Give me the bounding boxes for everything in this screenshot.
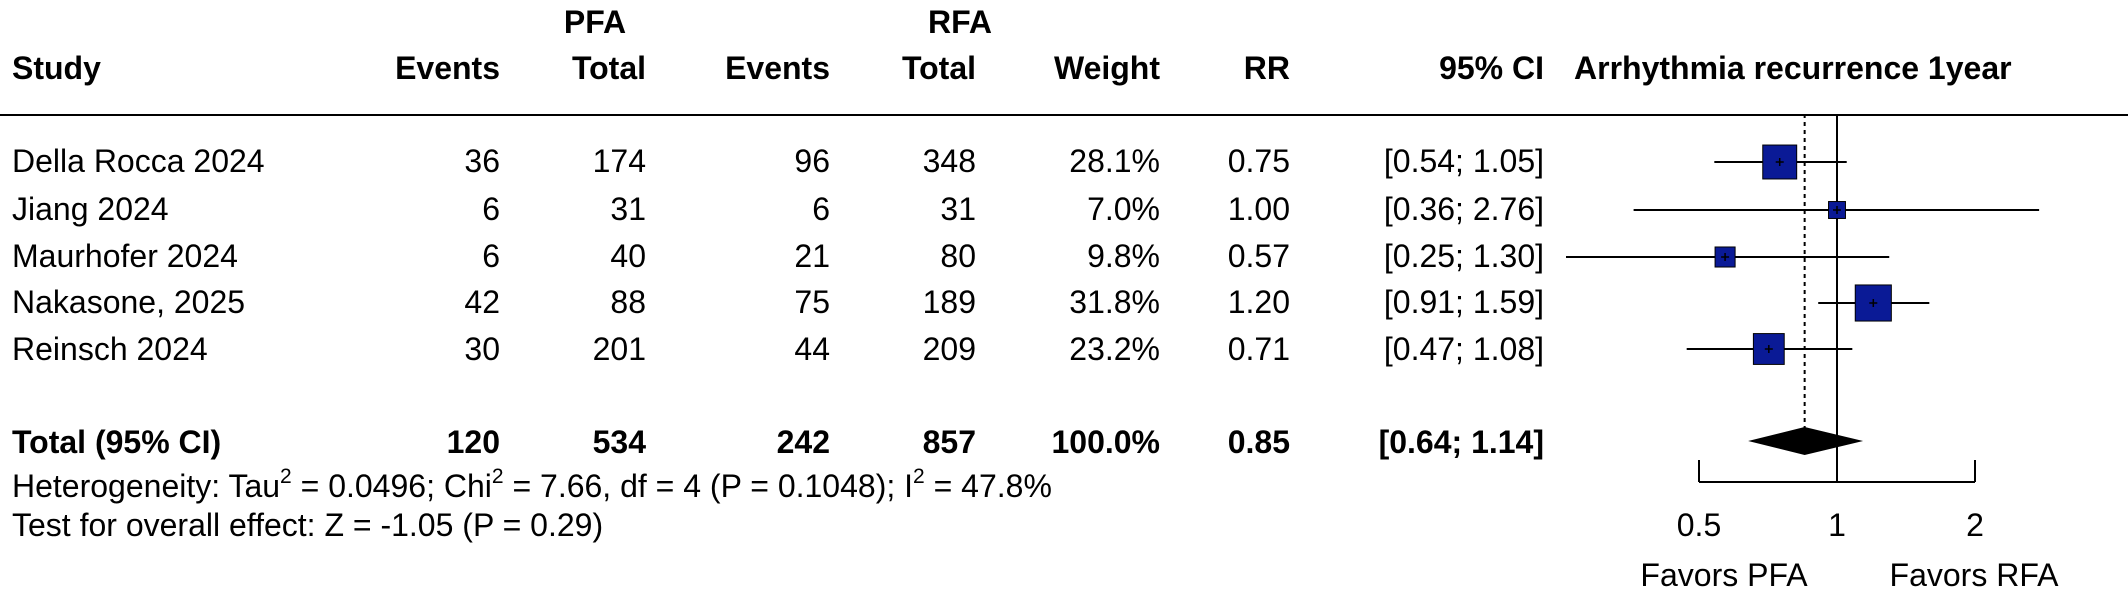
plot-title: Arrhythmia recurrence 1year xyxy=(1574,50,2012,86)
total-pfa-total: 534 xyxy=(592,424,646,460)
pfa-total: 31 xyxy=(610,191,646,227)
weight: 7.0% xyxy=(1087,191,1160,227)
ci-header: 95% CI xyxy=(1439,50,1544,86)
rfa-total: 348 xyxy=(922,143,976,179)
weight: 28.1% xyxy=(1069,143,1160,179)
rfa-events: 75 xyxy=(794,284,830,320)
rr-header: RR xyxy=(1243,50,1290,86)
overall-effect-text: Test for overall effect: Z = -1.05 (P = … xyxy=(12,507,604,543)
study-header: Study xyxy=(12,50,101,86)
study-name: Nakasone, 2025 xyxy=(12,284,246,320)
rfa-total: 31 xyxy=(940,191,976,227)
study-name: Della Rocca 2024 xyxy=(12,143,265,179)
rr: 0.71 xyxy=(1227,331,1290,367)
heterogeneity-text: Heterogeneity: Tau2 = 0.0496; Chi2 = 7.6… xyxy=(12,465,1052,504)
rr: 1.20 xyxy=(1227,284,1290,320)
weight: 23.2% xyxy=(1069,331,1160,367)
pfa-total: 201 xyxy=(592,331,646,367)
rr: 0.57 xyxy=(1227,238,1290,274)
study-name: Jiang 2024 xyxy=(12,191,169,227)
favors-left-label: Favors PFA xyxy=(1640,557,1808,593)
total-pfa-events: 120 xyxy=(446,424,500,460)
total-ci: [0.64; 1.14] xyxy=(1378,424,1544,460)
pfa-events: 30 xyxy=(464,331,500,367)
favors-right-label: Favors RFA xyxy=(1889,557,2059,593)
rfa-events: 21 xyxy=(794,238,830,274)
pfa-total: 40 xyxy=(610,238,646,274)
study-name: Maurhofer 2024 xyxy=(12,238,238,274)
x-axis-tick-label: 1 xyxy=(1828,507,1846,543)
rfa-total: 189 xyxy=(922,284,976,320)
study-name: Reinsch 2024 xyxy=(12,331,208,367)
pfa-events: 36 xyxy=(464,143,500,179)
pfa-events: 42 xyxy=(464,284,500,320)
pfa-events: 6 xyxy=(482,191,500,227)
rfa-events: 44 xyxy=(794,331,830,367)
ci: [0.47; 1.08] xyxy=(1383,331,1544,367)
x-axis-tick-label: 0.5 xyxy=(1677,507,1721,543)
ci: [0.91; 1.59] xyxy=(1383,284,1544,320)
total-rfa-events: 242 xyxy=(776,424,830,460)
weight: 31.8% xyxy=(1069,284,1160,320)
total-rfa-total: 857 xyxy=(922,424,976,460)
pfa-events-header: Events xyxy=(395,50,500,86)
rfa-total: 80 xyxy=(940,238,976,274)
rr: 0.75 xyxy=(1227,143,1290,179)
pfa-total-header: Total xyxy=(571,50,646,86)
pfa-group-header: PFA xyxy=(563,4,627,40)
rfa-events: 6 xyxy=(812,191,830,227)
ci: [0.54; 1.05] xyxy=(1383,143,1544,179)
rr: 1.00 xyxy=(1227,191,1290,227)
rfa-events: 96 xyxy=(794,143,830,179)
rfa-total: 209 xyxy=(922,331,976,367)
weight-header: Weight xyxy=(1053,50,1160,86)
rfa-total-header: Total xyxy=(901,50,976,86)
ci: [0.25; 1.30] xyxy=(1383,238,1544,274)
header-rule xyxy=(0,114,2128,116)
total-label: Total (95% CI) xyxy=(12,424,222,460)
weight: 9.8% xyxy=(1087,238,1160,274)
rfa-events-header: Events xyxy=(725,50,830,86)
pfa-total: 174 xyxy=(592,143,646,179)
pfa-events: 6 xyxy=(482,238,500,274)
pfa-total: 88 xyxy=(610,284,646,320)
rfa-group-header: RFA xyxy=(928,4,992,40)
pooled-diamond xyxy=(1748,427,1864,455)
total-rr: 0.85 xyxy=(1227,424,1290,460)
total-weight: 100.0% xyxy=(1051,424,1160,460)
ci: [0.36; 2.76] xyxy=(1383,191,1544,227)
x-axis-tick-label: 2 xyxy=(1966,507,1984,543)
